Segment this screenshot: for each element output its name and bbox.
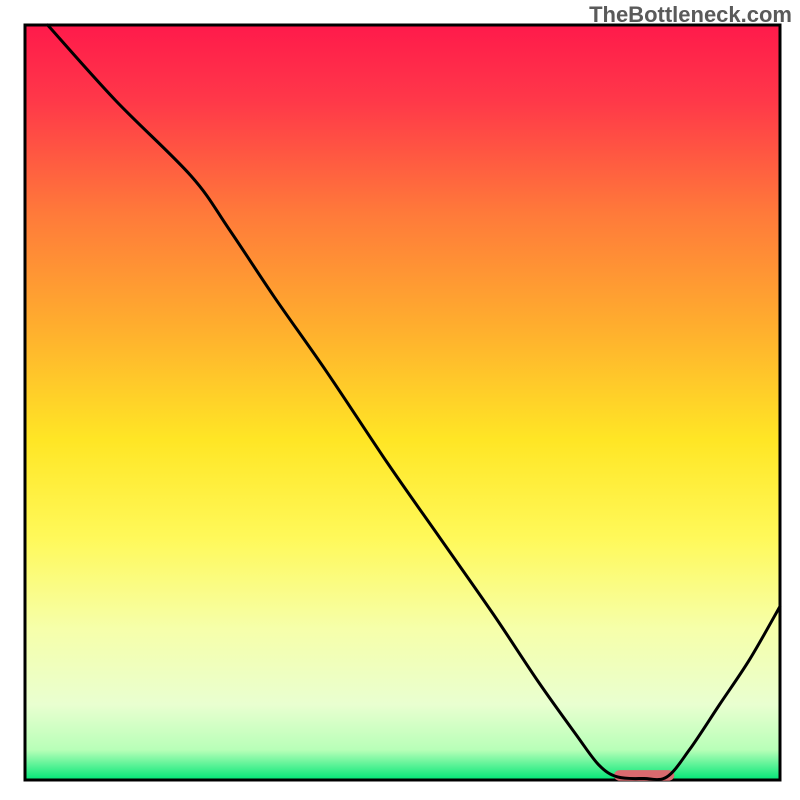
chart-overlay-svg	[0, 0, 800, 800]
plot-border	[25, 25, 780, 780]
chart-container: TheBottleneck.com	[0, 0, 800, 800]
bottleneck-curve	[48, 25, 780, 780]
